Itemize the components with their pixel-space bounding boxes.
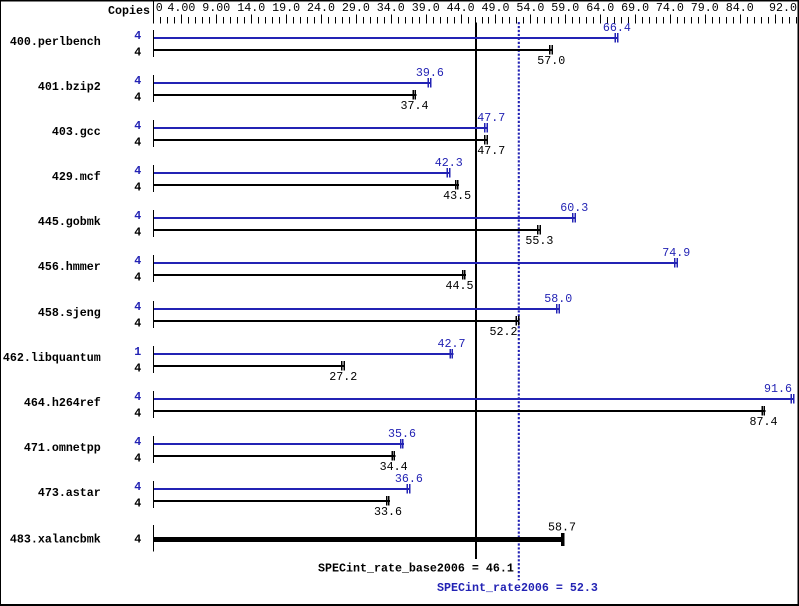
svg-text:456.hmmer: 456.hmmer <box>38 260 101 274</box>
svg-text:4: 4 <box>134 452 141 466</box>
svg-text:4: 4 <box>134 390 141 404</box>
svg-text:4: 4 <box>134 226 141 240</box>
svg-text:1: 1 <box>134 345 141 359</box>
svg-text:4: 4 <box>134 271 141 285</box>
svg-text:14.0: 14.0 <box>237 1 265 15</box>
svg-text:47.7: 47.7 <box>477 144 505 158</box>
svg-text:79.0: 79.0 <box>691 1 719 15</box>
svg-text:4.00: 4.00 <box>167 1 195 15</box>
svg-text:34.0: 34.0 <box>377 1 405 15</box>
svg-text:Copies: Copies <box>108 4 150 18</box>
svg-text:24.0: 24.0 <box>307 1 335 15</box>
svg-text:91.6: 91.6 <box>764 382 792 396</box>
svg-text:4: 4 <box>134 533 141 547</box>
svg-text:29.0: 29.0 <box>342 1 370 15</box>
svg-text:SPECint_rate2006 = 52.3: SPECint_rate2006 = 52.3 <box>437 581 598 595</box>
svg-text:64.0: 64.0 <box>586 1 614 15</box>
svg-text:59.0: 59.0 <box>551 1 579 15</box>
svg-text:4: 4 <box>134 407 141 421</box>
svg-text:4: 4 <box>134 254 141 268</box>
svg-text:39.6: 39.6 <box>416 66 444 80</box>
svg-text:464.h264ref: 464.h264ref <box>24 396 101 410</box>
svg-text:35.6: 35.6 <box>388 427 416 441</box>
svg-text:19.0: 19.0 <box>272 1 300 15</box>
svg-text:4: 4 <box>134 91 141 105</box>
svg-text:52.2: 52.2 <box>490 325 518 339</box>
svg-text:4: 4 <box>134 209 141 223</box>
svg-text:4: 4 <box>134 119 141 133</box>
svg-text:37.4: 37.4 <box>401 99 429 113</box>
svg-text:49.0: 49.0 <box>482 1 510 15</box>
svg-text:400.perlbench: 400.perlbench <box>10 35 101 49</box>
svg-text:445.gobmk: 445.gobmk <box>38 215 101 229</box>
svg-text:SPECint_rate_base2006 = 46.1: SPECint_rate_base2006 = 46.1 <box>318 561 514 575</box>
svg-text:44.5: 44.5 <box>446 279 474 293</box>
svg-text:9.00: 9.00 <box>202 1 230 15</box>
svg-text:55.3: 55.3 <box>525 234 553 248</box>
svg-text:4: 4 <box>134 46 141 60</box>
svg-text:4: 4 <box>134 181 141 195</box>
svg-text:4: 4 <box>134 497 141 511</box>
svg-text:4: 4 <box>134 300 141 314</box>
svg-text:403.gcc: 403.gcc <box>52 125 101 139</box>
svg-text:458.sjeng: 458.sjeng <box>38 306 101 320</box>
svg-text:54.0: 54.0 <box>516 1 544 15</box>
svg-text:4: 4 <box>134 435 141 449</box>
svg-text:87.4: 87.4 <box>750 415 778 429</box>
svg-text:483.xalancbmk: 483.xalancbmk <box>10 533 101 547</box>
svg-text:47.7: 47.7 <box>477 111 505 125</box>
svg-text:0: 0 <box>156 1 163 15</box>
svg-text:57.0: 57.0 <box>537 54 565 68</box>
svg-text:66.4: 66.4 <box>603 21 631 35</box>
svg-text:33.6: 33.6 <box>374 505 402 519</box>
svg-text:471.omnetpp: 471.omnetpp <box>24 441 101 455</box>
svg-text:4: 4 <box>134 317 141 331</box>
svg-text:429.mcf: 429.mcf <box>52 170 101 184</box>
svg-text:39.0: 39.0 <box>412 1 440 15</box>
svg-text:4: 4 <box>134 74 141 88</box>
svg-text:74.0: 74.0 <box>656 1 684 15</box>
svg-text:42.7: 42.7 <box>438 337 466 351</box>
svg-text:401.bzip2: 401.bzip2 <box>38 80 101 94</box>
svg-text:42.3: 42.3 <box>435 156 463 170</box>
svg-text:4: 4 <box>134 362 141 376</box>
svg-text:43.5: 43.5 <box>443 189 471 203</box>
svg-text:36.6: 36.6 <box>395 472 423 486</box>
svg-text:74.9: 74.9 <box>662 246 690 260</box>
svg-text:58.7: 58.7 <box>548 521 576 535</box>
svg-text:44.0: 44.0 <box>447 1 475 15</box>
svg-text:473.astar: 473.astar <box>38 486 101 500</box>
svg-text:27.2: 27.2 <box>329 370 357 384</box>
svg-text:60.3: 60.3 <box>560 201 588 215</box>
svg-text:4: 4 <box>134 480 141 494</box>
svg-text:4: 4 <box>134 164 141 178</box>
svg-text:92.0: 92.0 <box>769 1 797 15</box>
svg-text:69.0: 69.0 <box>621 1 649 15</box>
svg-text:34.4: 34.4 <box>380 460 408 474</box>
svg-text:4: 4 <box>134 29 141 43</box>
svg-text:4: 4 <box>134 136 141 150</box>
svg-text:84.0: 84.0 <box>726 1 754 15</box>
svg-text:58.0: 58.0 <box>544 292 572 306</box>
svg-text:462.libquantum: 462.libquantum <box>3 351 101 365</box>
